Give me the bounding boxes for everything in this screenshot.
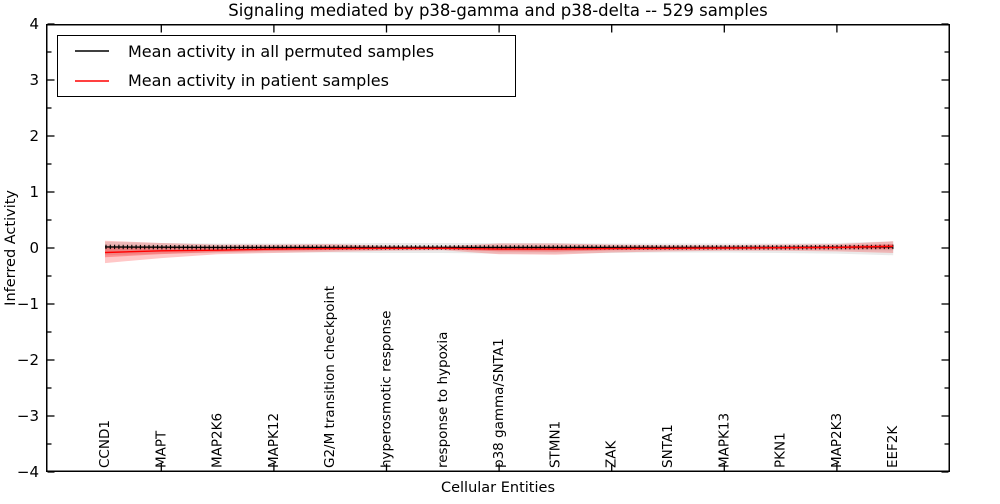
x-axis-label: Cellular Entities <box>440 480 556 496</box>
y-tick-label: 4 <box>29 15 39 33</box>
x-tick-label: MAPK13 <box>716 413 732 468</box>
x-axis-ticks <box>160 25 838 471</box>
y-tick-label: −2 <box>17 351 39 369</box>
x-tick-label: hyperosmotic response <box>379 311 395 468</box>
x-tick-label: PKN1 <box>773 432 789 468</box>
x-tick-labels: CCND1 MAPT MAP2K6 MAPK12 G2/M transition che… <box>97 286 901 468</box>
legend-item-permuted: Mean activity in all permuted samples <box>58 37 515 66</box>
x-tick-label: ZAK <box>604 440 620 468</box>
y-tick-label: −4 <box>17 463 39 481</box>
y-tick-label: 2 <box>29 127 39 145</box>
chart-title: Signaling mediated by p38-gamma and p38-… <box>228 1 768 20</box>
patient-line-sample-icon <box>75 80 109 82</box>
x-tick-label: STMN1 <box>547 421 563 468</box>
y-axis-label: Inferred Activity <box>3 190 19 306</box>
legend-label-permuted: Mean activity in all permuted samples <box>128 41 435 61</box>
y-tick-labels: 4 3 2 1 0 −1 −2 −3 −4 <box>17 15 39 481</box>
x-tick-label: SNTA1 <box>660 424 676 468</box>
y-axis-ticks <box>47 23 949 473</box>
y-tick-label: −1 <box>17 295 39 313</box>
y-tick-label: 1 <box>29 183 39 201</box>
x-tick-label: p38 gamma/SNTA1 <box>491 338 507 468</box>
x-tick-label: MAP2K3 <box>829 413 845 468</box>
x-tick-label: MAPK12 <box>266 413 282 468</box>
y-tick-label: 0 <box>29 239 39 257</box>
x-tick-label: response to hypoxia <box>435 332 451 468</box>
x-tick-label: MAP2K6 <box>210 413 226 468</box>
x-tick-label: G2/M transition checkpoint <box>322 286 338 468</box>
legend-label-patient: Mean activity in patient samples <box>128 71 389 91</box>
legend: Mean activity in all permuted samples Me… <box>57 35 516 97</box>
y-tick-label: −3 <box>17 407 39 425</box>
patient-mean-line <box>104 245 894 254</box>
x-tick-label: MAPT <box>153 430 169 468</box>
legend-item-patient: Mean activity in patient samples <box>58 66 515 95</box>
x-tick-label: EEF2K <box>885 425 901 468</box>
y-tick-label: 3 <box>29 71 39 89</box>
x-tick-label: CCND1 <box>97 420 113 468</box>
y-axis-label-container: Inferred Activity <box>0 24 22 472</box>
axes-spines <box>46 24 950 472</box>
permuted-line-sample-icon <box>75 50 109 52</box>
